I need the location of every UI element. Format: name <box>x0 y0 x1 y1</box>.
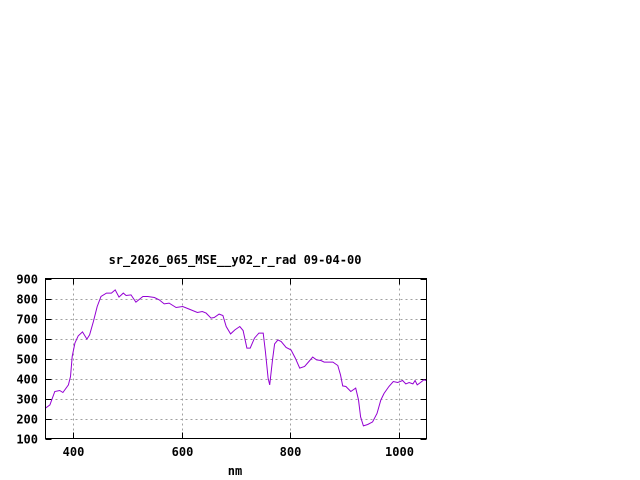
y-tick-label: 500 <box>16 353 38 367</box>
y-tick-label: 600 <box>16 333 38 347</box>
y-tick-label: 700 <box>16 313 38 327</box>
x-tick-label: 1000 <box>385 445 414 459</box>
x-tick-labels: 400 600 800 1000 <box>63 445 414 459</box>
y-tick-label: 200 <box>16 413 38 427</box>
y-tick-label: 300 <box>16 393 38 407</box>
grid <box>45 278 427 439</box>
x-tick-label: 600 <box>172 445 194 459</box>
x-tick-label: 400 <box>63 445 85 459</box>
y-tick-label: 800 <box>16 293 38 307</box>
y-tick-label: 100 <box>16 433 38 447</box>
y-tick-label: 900 <box>16 273 38 287</box>
plot-border <box>45 278 427 439</box>
x-axis-label: nm <box>228 464 242 478</box>
x-tick-label: 800 <box>280 445 302 459</box>
chart-title: sr_2026_065_MSE__y02_r_rad 09-04-00 <box>109 253 362 268</box>
series-line <box>45 289 427 427</box>
y-tick-label: 400 <box>16 373 38 387</box>
y-tick-labels: 100 200 300 400 500 600 700 800 900 <box>16 273 38 447</box>
